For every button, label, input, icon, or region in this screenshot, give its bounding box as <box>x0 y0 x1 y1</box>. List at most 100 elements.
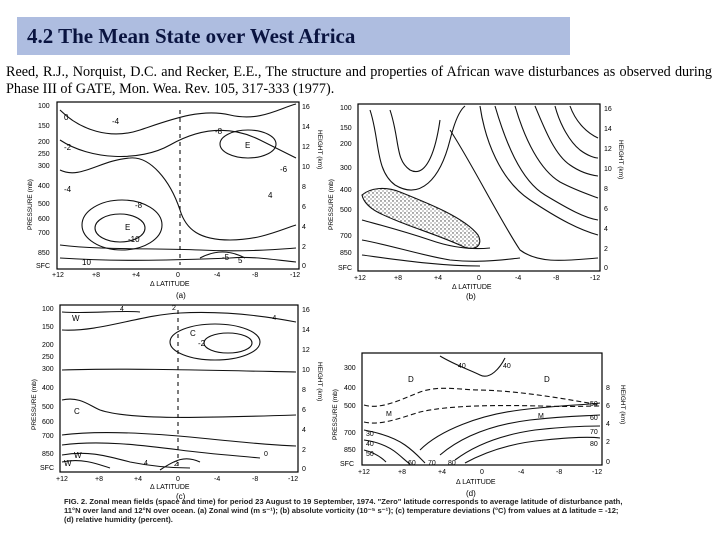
pressure-tick: 850 <box>344 447 356 454</box>
lat-tick: 0 <box>477 275 481 282</box>
lat-tick: +8 <box>394 275 402 282</box>
height-tick: 6 <box>606 403 610 410</box>
panel-b: 100 150 200 300 400 500 700 850 SFC PRES… <box>328 103 624 301</box>
panel-d-contour-label: 60 <box>408 460 416 467</box>
lat-axis-label: Δ LATITUDE <box>456 479 496 486</box>
lat-tick: -8 <box>553 275 559 282</box>
lat-tick: -12 <box>290 272 300 279</box>
figure-panels: -4 E -8 E -10 0 -2 -4 -5 5 10 4 -6 -8 10… <box>27 101 626 501</box>
pressure-axis-label: PRESSURE (mb) <box>328 179 335 230</box>
lat-tick: +8 <box>398 469 406 476</box>
pressure-tick: 500 <box>38 201 50 208</box>
panel-a-contour-label: -10 <box>128 235 140 244</box>
pressure-tick: 150 <box>42 324 54 331</box>
panel-c-contour-label: W <box>74 451 82 460</box>
panel-d-label: (d) <box>466 489 476 498</box>
lat-tick: 0 <box>176 476 180 483</box>
panel-d-contour-label: D <box>544 375 550 384</box>
panel-a-contour-label: -8 <box>135 201 143 210</box>
lat-tick: 0 <box>480 469 484 476</box>
pressure-axis-label: PRESSURE (mb) <box>31 379 38 430</box>
height-tick: 0 <box>604 265 608 272</box>
pressure-tick: 700 <box>38 230 50 237</box>
pressure-tick: 150 <box>340 125 352 132</box>
pressure-tick: 400 <box>344 385 356 392</box>
lat-tick: -12 <box>590 275 600 282</box>
height-tick: 10 <box>604 166 612 173</box>
panel-d-contour-label: 70 <box>428 460 436 467</box>
title-bar: 4.2 The Mean State over West Africa <box>17 17 570 55</box>
lat-tick: -4 <box>515 275 521 282</box>
height-tick: 2 <box>302 447 306 454</box>
panel-a-label: (a) <box>176 291 186 300</box>
pressure-tick: 850 <box>340 250 352 257</box>
pressure-tick: 200 <box>42 342 54 349</box>
height-tick: 4 <box>606 421 610 428</box>
lat-tick: +12 <box>52 272 64 279</box>
panel-c-contour-label: C <box>190 329 196 338</box>
panel-c-contour-label: -4 <box>270 315 276 322</box>
panel-a-contour-label: -4 <box>64 185 72 194</box>
lat-axis-label: Δ LATITUDE <box>150 281 190 288</box>
lat-tick: -4 <box>214 272 220 279</box>
panel-d-contour-label: 50 <box>366 451 374 458</box>
height-tick: 10 <box>302 367 310 374</box>
height-tick: 8 <box>302 184 306 191</box>
panel-a-contour-label: -5 <box>222 253 230 262</box>
pressure-tick: SFC <box>338 265 352 272</box>
pressure-tick: 250 <box>38 151 50 158</box>
pressure-tick: 700 <box>344 430 356 437</box>
pressure-tick: 600 <box>42 419 54 426</box>
panel-c-frame <box>59 304 299 473</box>
pressure-tick: SFC <box>40 465 54 472</box>
height-axis-label: HEIGHT (km) <box>617 140 624 179</box>
panel-c-contour-label: 2 <box>174 461 178 468</box>
panel-d-contour-label: 60 <box>590 415 598 422</box>
panel-a-contour-label: -4 <box>112 117 120 126</box>
pressure-tick: 100 <box>340 105 352 112</box>
height-tick: 4 <box>302 224 306 231</box>
lat-tick: -4 <box>518 469 524 476</box>
panel-a-contour-label: 10 <box>82 258 91 267</box>
pressure-tick: 400 <box>340 187 352 194</box>
lat-tick: -4 <box>214 476 220 483</box>
height-tick: 10 <box>302 164 310 171</box>
height-tick: 6 <box>302 204 306 211</box>
lat-tick: +12 <box>56 476 68 483</box>
height-tick: 4 <box>302 427 306 434</box>
pressure-tick: 500 <box>42 404 54 411</box>
height-tick: 12 <box>604 146 612 153</box>
pressure-tick: 100 <box>42 306 54 313</box>
pressure-tick: 400 <box>42 385 54 392</box>
height-tick: 2 <box>302 244 306 251</box>
panel-b-label: (b) <box>466 292 476 301</box>
figure-caption: FIG. 2. Zonal mean fields (space and tim… <box>64 497 623 525</box>
pressure-tick: 850 <box>38 250 50 257</box>
panel-a-contour-label: E <box>245 141 250 150</box>
panel-a-contour-label: E <box>125 223 130 232</box>
lat-tick: +4 <box>134 476 142 483</box>
panel-d-contour-label: 40 <box>458 363 466 370</box>
height-tick: 2 <box>604 246 608 253</box>
height-tick: 14 <box>302 124 310 131</box>
lat-tick: -8 <box>252 476 258 483</box>
height-tick: 8 <box>606 385 610 392</box>
lat-tick: +4 <box>132 272 140 279</box>
lat-tick: -12 <box>592 469 602 476</box>
panel-a-contour-label: -6 <box>280 165 288 174</box>
pressure-axis-label: PRESSURE (mb) <box>332 389 339 440</box>
panel-d-contour-label: 70 <box>590 429 598 436</box>
pressure-tick: 300 <box>42 366 54 373</box>
height-tick: 16 <box>604 106 612 113</box>
pressure-tick: 850 <box>42 451 54 458</box>
height-tick: 14 <box>604 126 612 133</box>
height-axis-label: HEIGHT (km) <box>316 362 323 401</box>
height-tick: 0 <box>302 466 306 473</box>
lat-tick: +12 <box>354 275 366 282</box>
height-tick: 2 <box>606 439 610 446</box>
panel-b-stippled-region <box>361 187 481 249</box>
height-tick: 4 <box>604 226 608 233</box>
height-tick: 14 <box>302 327 310 334</box>
height-axis-label: HEIGHT (km) <box>316 130 323 169</box>
height-tick: 12 <box>302 144 310 151</box>
